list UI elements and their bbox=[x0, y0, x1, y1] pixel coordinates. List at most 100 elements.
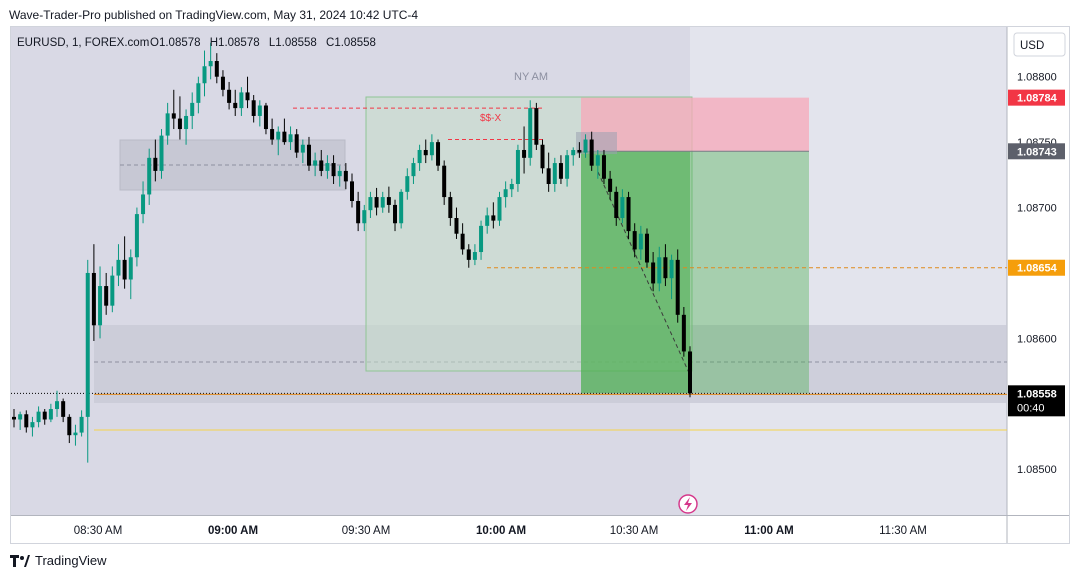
lightning-icon[interactable] bbox=[678, 494, 698, 514]
sweep-label: $$-X bbox=[480, 113, 501, 124]
candle-body bbox=[331, 163, 336, 177]
countdown-label: 00:40 bbox=[1017, 402, 1045, 414]
candle-body bbox=[577, 149, 582, 153]
candle-body bbox=[42, 411, 47, 420]
candle-body bbox=[306, 144, 311, 166]
candle-body bbox=[651, 262, 656, 284]
candle-body bbox=[429, 142, 434, 156]
price-tick-label: 1.08800 bbox=[1017, 72, 1057, 84]
candle-body bbox=[386, 197, 391, 205]
candle-body bbox=[485, 215, 490, 226]
candle-body bbox=[220, 76, 225, 90]
candle-body bbox=[270, 129, 275, 140]
tradingview-icon bbox=[10, 554, 30, 567]
candle-body bbox=[632, 231, 637, 250]
candle-body bbox=[454, 218, 459, 234]
legend-symbol: EURUSD, 1, FOREX.com bbox=[17, 37, 149, 49]
time-tick-label: 09:30 AM bbox=[342, 525, 391, 537]
stop-price-badge: 1.08784 bbox=[1017, 93, 1058, 105]
candle-body bbox=[202, 66, 207, 84]
candle-body bbox=[55, 401, 60, 410]
candle-body bbox=[380, 197, 385, 208]
price-badges: 1.08784 1.08743 1.08654 1.08558 00:40 bbox=[1008, 89, 1065, 417]
stop-price-badge-bg bbox=[1008, 89, 1065, 106]
time-tick-label: 11:30 AM bbox=[879, 525, 927, 537]
candle-body bbox=[479, 225, 484, 253]
candle-body bbox=[368, 197, 373, 211]
candle-body bbox=[356, 201, 361, 224]
candle-body bbox=[325, 163, 330, 171]
target-price-badge: 1.08654 bbox=[1017, 263, 1058, 275]
candle-body bbox=[79, 416, 84, 433]
candle-body bbox=[337, 170, 342, 177]
price-tick-label: 1.08500 bbox=[1017, 464, 1057, 476]
candle-body bbox=[552, 163, 557, 184]
candle-body bbox=[122, 259, 127, 280]
candle-body bbox=[245, 92, 250, 101]
candle-body bbox=[601, 155, 606, 179]
candle-body bbox=[540, 144, 545, 169]
candle-body bbox=[491, 215, 496, 221]
candle-body bbox=[48, 409, 53, 420]
candle-body bbox=[460, 233, 465, 250]
entry-block bbox=[576, 132, 617, 154]
candle-body bbox=[472, 252, 477, 260]
candle-body bbox=[12, 416, 16, 420]
candle-body bbox=[104, 286, 109, 306]
time-tick-label: 11:00 AM bbox=[744, 525, 793, 537]
time-tick-label: 10:30 AM bbox=[610, 525, 659, 537]
candle-body bbox=[263, 105, 268, 130]
candle-body bbox=[36, 411, 41, 423]
candle-body bbox=[18, 414, 23, 420]
candle-body bbox=[515, 149, 520, 184]
trendline bbox=[597, 171, 691, 376]
candle-body bbox=[399, 191, 404, 224]
candle-body bbox=[405, 176, 410, 192]
candle-body bbox=[626, 197, 631, 232]
tradingview-brand: TradingView bbox=[35, 553, 107, 568]
candle-body bbox=[534, 108, 539, 145]
candle-body bbox=[688, 351, 692, 394]
candle-body bbox=[116, 259, 121, 276]
candle-body bbox=[497, 197, 502, 221]
price-tick-label: 1.08700 bbox=[1017, 203, 1057, 215]
candle-body bbox=[276, 131, 281, 140]
candle-body bbox=[214, 61, 219, 77]
entry-price-badge: 1.08743 bbox=[1017, 146, 1057, 158]
candle-body bbox=[98, 286, 103, 326]
candle-body bbox=[565, 155, 570, 179]
currency-button[interactable]: USD bbox=[1013, 32, 1066, 57]
candle-body bbox=[159, 135, 164, 171]
candle-body bbox=[300, 144, 305, 153]
candle-body bbox=[294, 134, 299, 153]
candle-body bbox=[233, 102, 238, 109]
candle-body bbox=[73, 432, 78, 436]
candle-body bbox=[257, 105, 262, 116]
candle-body bbox=[196, 83, 201, 103]
candle-body bbox=[595, 155, 600, 166]
candle-body bbox=[644, 233, 649, 263]
candle-body bbox=[153, 157, 158, 171]
publisher-header: Wave-Trader-Pro published on TradingView… bbox=[9, 8, 419, 22]
candle-body bbox=[362, 210, 367, 224]
time-tick-label: 09:00 AM bbox=[208, 525, 258, 537]
candles-group bbox=[12, 42, 692, 463]
session-label: NY AM bbox=[514, 71, 548, 83]
time-ticks: 08:30 AM 09:00 AM 09:30 AM 10:00 AM 10:30 AM… bbox=[74, 525, 927, 537]
candle-body bbox=[448, 197, 453, 219]
candle-body bbox=[282, 131, 287, 143]
stop-loss-zone[interactable] bbox=[581, 97, 809, 152]
candle-body bbox=[546, 168, 551, 184]
entry-price-badge-bg bbox=[1008, 143, 1065, 160]
candle-body bbox=[583, 139, 588, 153]
candle-body bbox=[589, 139, 594, 166]
candle-body bbox=[288, 134, 293, 143]
candle-body bbox=[251, 100, 256, 116]
candle-body bbox=[343, 170, 348, 182]
candle-body bbox=[614, 191, 619, 219]
candle-body bbox=[558, 163, 563, 179]
tradingview-logo[interactable]: TradingView bbox=[10, 553, 107, 568]
candle-body bbox=[638, 233, 643, 250]
candle-body bbox=[141, 194, 146, 215]
